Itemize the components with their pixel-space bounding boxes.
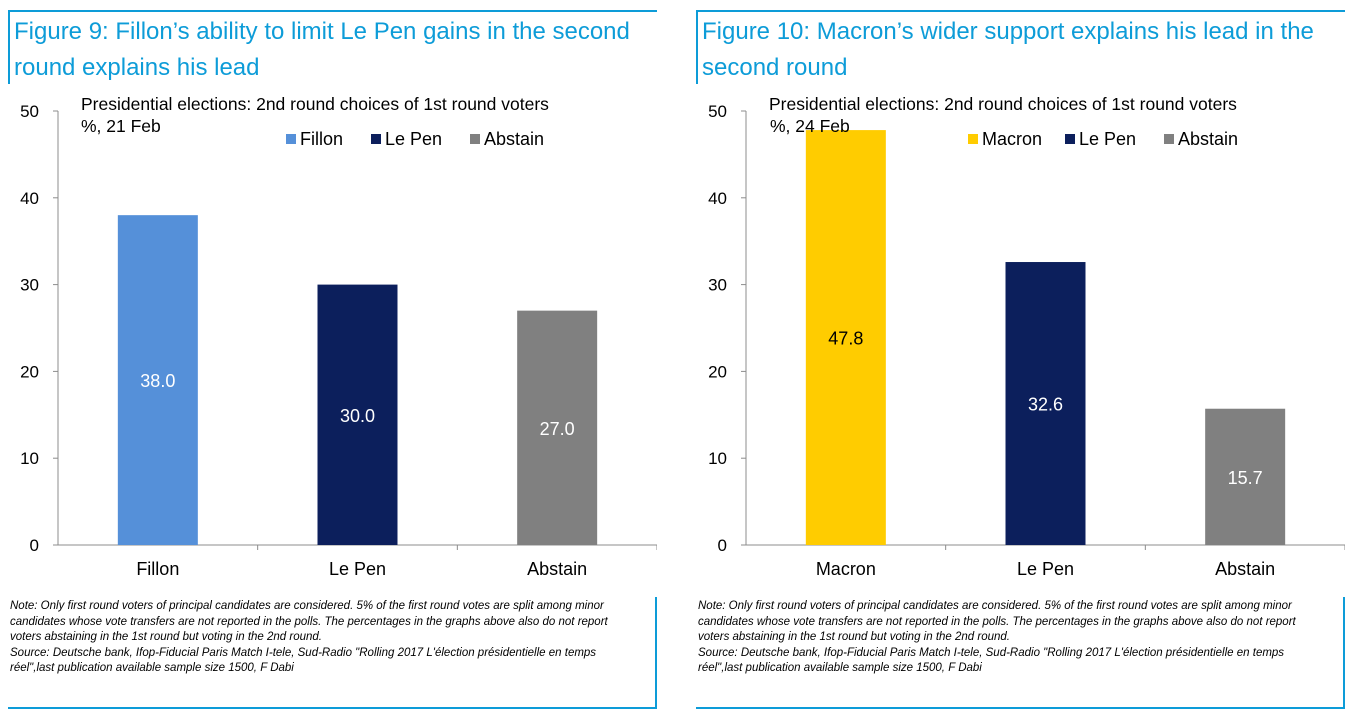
- y-tick-label: 50: [708, 102, 727, 121]
- legend-label: Fillon: [300, 129, 343, 149]
- figure-title: Figure 10: Macron’s wider support explai…: [702, 18, 1314, 81]
- y-tick-label: 10: [708, 449, 727, 468]
- note-text: Note: Only first round voters of princip…: [698, 600, 1296, 644]
- legend-swatch: [286, 134, 296, 144]
- legend-swatch: [371, 134, 381, 144]
- figure-10-panel: Figure 10: Macron’s wider support explai…: [688, 0, 1345, 714]
- x-tick-label: Macron: [816, 559, 876, 579]
- legend: Fillon Le Pen Abstain: [286, 129, 544, 149]
- figure-title: Figure 9: Fillon’s ability to limit Le P…: [14, 18, 630, 81]
- chart-title: Presidential elections: 2nd round choice…: [769, 94, 1237, 114]
- legend-label: Le Pen: [1079, 129, 1136, 149]
- y-tick-label: 50: [20, 102, 39, 121]
- x-tick-label: Le Pen: [329, 559, 386, 579]
- data-label: 32.6: [1028, 395, 1063, 415]
- bar: [1205, 408, 1286, 545]
- y-tick-label: 30: [708, 276, 727, 295]
- frame-right-rule: [655, 597, 657, 708]
- y-tick-label: 10: [20, 449, 39, 468]
- data-label: 38.0: [140, 371, 175, 391]
- data-label: 30.0: [340, 406, 375, 426]
- source-text: Source: Deutsche bank, Ifop-Fiducial Par…: [10, 646, 597, 675]
- bar: [1005, 262, 1086, 545]
- legend-swatch: [1164, 134, 1174, 144]
- source-text: Source: Deutsche bank, Ifop-Fiducial Par…: [698, 646, 1285, 675]
- note-text: Note: Only first round voters of princip…: [10, 600, 608, 644]
- chart-title: Presidential elections: 2nd round choice…: [81, 94, 549, 114]
- bar-chart: 0 10 20 30 40 50 38.0 Fillon 30.0 Le Pen 27.0 Absta…: [20, 94, 657, 579]
- chart-note: Note: Only first round voters of princip…: [698, 599, 1328, 677]
- y-tick-label: 40: [20, 189, 39, 208]
- data-label: 27.0: [540, 419, 575, 439]
- y-tick-label: 30: [20, 276, 39, 295]
- chart-subtitle: %, 21 Feb: [81, 116, 161, 136]
- y-tick-label: 20: [20, 362, 39, 381]
- frame-right-rule: [1343, 597, 1345, 708]
- legend-swatch: [470, 134, 480, 144]
- legend-label: Abstain: [484, 129, 544, 149]
- frame-bottom-rule: [8, 707, 657, 709]
- frame-top-rule: [8, 10, 657, 12]
- frame-top-rule: [696, 10, 1345, 12]
- chart-note: Note: Only first round voters of princip…: [10, 599, 640, 677]
- bar: [117, 215, 198, 545]
- legend-label: Abstain: [1178, 129, 1238, 149]
- frame-left-rule: [8, 10, 10, 84]
- chart-subtitle: %, 24 Feb: [770, 116, 850, 136]
- figure-9-panel: Figure 9: Fillon’s ability to limit Le P…: [0, 0, 657, 714]
- y-tick-label: 20: [708, 362, 727, 381]
- y-tick-label: 0: [718, 536, 727, 555]
- y-tick-label: 40: [708, 189, 727, 208]
- legend-swatch: [968, 134, 978, 144]
- x-tick-label: Fillon: [136, 559, 179, 579]
- bar: [517, 310, 598, 545]
- legend-swatch: [1065, 134, 1075, 144]
- legend-label: Macron: [982, 129, 1042, 149]
- x-tick-label: Le Pen: [1017, 559, 1074, 579]
- frame-left-rule: [696, 10, 698, 84]
- legend: Macron Le Pen Abstain: [968, 129, 1238, 149]
- x-tick-label: Abstain: [527, 559, 587, 579]
- data-label: 15.7: [1228, 468, 1263, 488]
- x-tick-label: Abstain: [1215, 559, 1275, 579]
- bar-chart: 0 10 20 30 40 50 47.8 Macron 32.6 Le Pen 15.7 Absta…: [708, 94, 1345, 579]
- data-label: 47.8: [828, 329, 863, 349]
- bar: [805, 130, 886, 545]
- y-tick-label: 0: [30, 536, 39, 555]
- legend-label: Le Pen: [385, 129, 442, 149]
- frame-bottom-rule: [696, 707, 1345, 709]
- bar: [317, 284, 398, 545]
